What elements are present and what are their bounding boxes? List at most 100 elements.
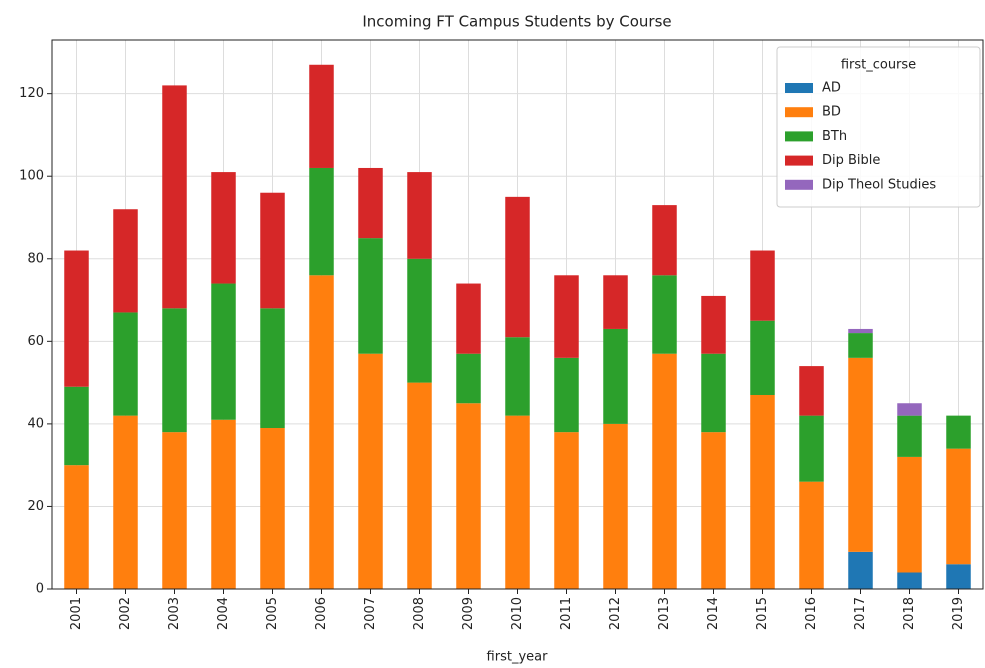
bar-segment: [848, 551, 873, 589]
bar-segment: [897, 456, 922, 573]
bar-segment: [211, 419, 236, 589]
bar-segment: [603, 275, 628, 329]
x-tick-label: 2007: [363, 597, 378, 630]
legend-label: Dip Bible: [822, 153, 880, 168]
y-tick-label: 80: [27, 251, 44, 266]
x-tick-label: 2006: [314, 597, 329, 630]
bar-segment: [750, 250, 775, 321]
bar-segment: [309, 167, 334, 276]
bar-segment: [64, 465, 89, 589]
bar-segment: [456, 403, 481, 589]
bar-segment: [554, 275, 579, 358]
legend-label: Dip Theol Studies: [822, 177, 936, 192]
x-tick-label: 2016: [804, 597, 819, 630]
bar-segment: [162, 432, 187, 589]
bar-segment: [848, 357, 873, 552]
x-tick-label: 2010: [510, 597, 525, 630]
bar-segment: [897, 572, 922, 589]
bar-segment: [652, 353, 677, 589]
chart-title: Incoming FT Campus Students by Course: [362, 13, 671, 31]
x-tick-label: 2012: [608, 597, 623, 630]
bar-segment: [603, 423, 628, 589]
bar-segment: [113, 209, 138, 313]
y-tick-label: 120: [19, 86, 44, 101]
bar-segment: [750, 320, 775, 395]
bar-segment: [701, 295, 726, 354]
y-tick-label: 100: [19, 169, 44, 184]
bar-segment: [64, 386, 89, 466]
bar-segment: [162, 85, 187, 309]
bar-segment: [799, 481, 824, 589]
bar-segment: [848, 328, 873, 334]
x-tick-label: 2017: [853, 597, 868, 630]
bar-segment: [848, 333, 873, 358]
y-tick-label: 60: [27, 334, 44, 349]
bar-segment: [799, 366, 824, 416]
bar-segment: [407, 172, 432, 259]
x-tick-label: 2013: [657, 597, 672, 630]
bar-segment: [211, 283, 236, 420]
bar-segment: [946, 448, 971, 565]
legend-swatch: [785, 107, 813, 118]
y-tick-label: 40: [27, 416, 44, 431]
x-tick-label: 2019: [951, 597, 966, 630]
bar-segment: [358, 167, 383, 239]
bar-segment: [603, 328, 628, 424]
bar-segment: [260, 428, 285, 589]
bar-segment: [799, 415, 824, 482]
bar-segment: [309, 275, 334, 589]
x-tick-label: 2001: [69, 597, 84, 630]
bar-segment: [407, 382, 432, 589]
x-tick-label: 2009: [461, 597, 476, 630]
bar-segment: [946, 415, 971, 449]
bar-segment: [750, 394, 775, 589]
x-tick-label: 2015: [755, 597, 770, 630]
legend-label: BD: [822, 105, 841, 120]
bar-segment: [113, 415, 138, 589]
legend-swatch: [785, 179, 813, 190]
legend-label: AD: [822, 81, 841, 96]
x-tick-label: 2014: [706, 597, 721, 630]
bar-segment: [897, 415, 922, 457]
legend-label: BTh: [822, 129, 847, 144]
bar-segment: [505, 196, 530, 338]
bar-segment: [260, 192, 285, 309]
bar-segment: [897, 403, 922, 416]
bar-segment: [505, 415, 530, 589]
legend-swatch: [785, 131, 813, 142]
x-axis-label: first_year: [487, 650, 549, 665]
x-tick-label: 2004: [216, 597, 231, 630]
legend-swatch: [785, 155, 813, 166]
bar-segment: [358, 238, 383, 354]
bar-segment: [505, 337, 530, 416]
bar-segment: [64, 250, 89, 387]
bar-segment: [554, 432, 579, 589]
legend-title: first_course: [841, 58, 916, 73]
bar-segment: [162, 308, 187, 433]
x-tick-label: 2005: [265, 597, 280, 630]
plot-frame: [51, 39, 984, 590]
bar-segment: [456, 353, 481, 404]
legend-box: [776, 46, 981, 208]
bar-segment: [946, 564, 971, 589]
x-tick-label: 2002: [118, 597, 133, 630]
legend-swatch: [785, 83, 813, 93]
bar-segment: [652, 205, 677, 276]
x-tick-label: 2008: [412, 597, 427, 630]
x-tick-label: 2018: [902, 597, 917, 630]
bar-segment: [211, 172, 236, 284]
bar-segment: [407, 258, 432, 383]
bar-segment: [260, 308, 285, 429]
y-tick-label: 0: [36, 582, 44, 597]
bar-segment: [701, 353, 726, 433]
x-tick-label: 2003: [167, 597, 182, 630]
bar-segment: [554, 357, 579, 433]
bar-segment: [652, 275, 677, 354]
x-tick-label: 2011: [559, 597, 574, 630]
bar-segment: [358, 353, 383, 589]
y-tick-label: 20: [27, 499, 44, 514]
bar-segment: [456, 283, 481, 354]
bar-segment: [309, 64, 334, 168]
bar-segment: [701, 432, 726, 589]
